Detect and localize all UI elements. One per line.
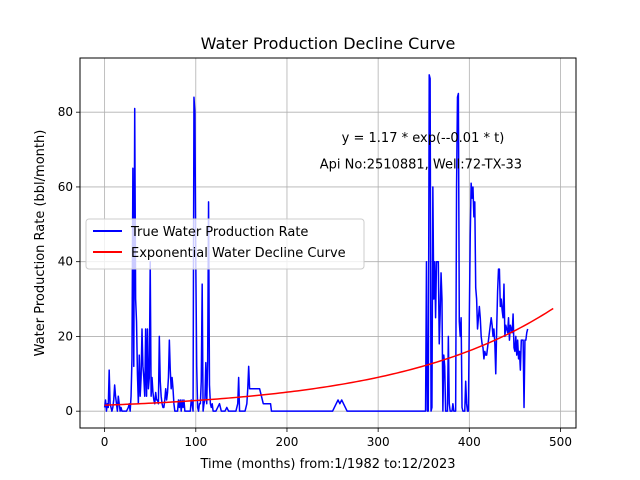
ticks: 0 100 200 300 400 500 0 20 40 60 80 [58,105,572,449]
legend-label-decline-curve: Exponential Water Decline Curve [131,246,346,261]
annotation-text: y = 1.17 * exp(--0.01 * t) [342,131,505,146]
series-line-true-rate [103,74,529,412]
legend-label-true-rate: True Water Production Rate [130,225,308,240]
annotation-text: Api No:2510881, Well:72-TX-33 [320,157,522,172]
legend-box [85,218,365,270]
chart-title: Water Production Decline Curve [201,34,456,53]
x-tick-label: 100 [184,435,207,449]
y-tick-label: 60 [58,180,73,194]
y-tick-label: 20 [58,329,73,343]
annotations: y = 1.17 * exp(--0.01 * t) Api No:2510881… [320,131,522,172]
x-tick-label: 500 [549,435,572,449]
x-axis-label: Time (months) from:1/1982 to:12/2023 [199,457,455,472]
x-tick-label: 400 [458,435,481,449]
x-tick-label: 0 [101,435,109,449]
legend: True Water Production Rate Exponential W… [85,218,365,270]
axes-frame [79,57,577,429]
y-axis-label: Water Production Rate (bbl/month) [33,130,48,357]
x-tick-label: 200 [276,435,299,449]
series-line-decline-curve [104,307,554,406]
series-layer [103,74,554,412]
y-tick-label: 0 [65,404,73,418]
y-tick-label: 40 [58,255,73,269]
x-tick-label: 300 [367,435,390,449]
y-tick-label: 80 [58,105,73,119]
